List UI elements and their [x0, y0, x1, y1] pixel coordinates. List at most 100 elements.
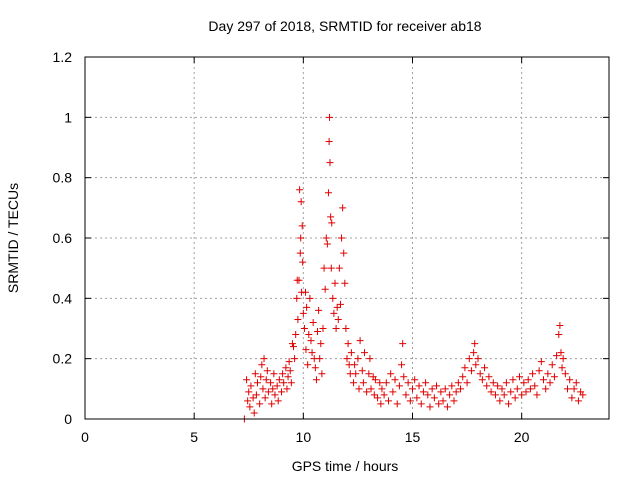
data-point [356, 337, 364, 345]
data-point [260, 355, 268, 363]
x-tick-label: 5 [190, 429, 198, 445]
x-axis-label: GPS time / hours [292, 458, 399, 474]
data-point [471, 340, 479, 348]
data-point [564, 385, 572, 393]
y-tick-label: 0.2 [53, 351, 73, 367]
y-tick-label: 0.6 [53, 230, 73, 246]
x-tick-label: 0 [81, 429, 89, 445]
data-point [439, 397, 447, 405]
data-point [320, 264, 328, 272]
data-point [452, 388, 460, 396]
y-axis-label: SRMTID / TECUs [5, 183, 21, 293]
data-point [474, 355, 482, 363]
data-point [253, 379, 261, 387]
data-point [334, 315, 342, 323]
y-tick-label: 0.8 [53, 170, 73, 186]
data-point [454, 379, 462, 387]
data-point [406, 397, 414, 405]
data-point [311, 364, 319, 372]
data-point [335, 264, 343, 272]
data-point [365, 370, 373, 378]
data-point [312, 376, 320, 384]
data-point [417, 400, 425, 408]
data-point [393, 400, 401, 408]
data-point [395, 382, 403, 390]
data-point [363, 388, 371, 396]
data-point [529, 370, 537, 378]
data-point [297, 198, 305, 206]
data-point [307, 337, 315, 345]
data-point [391, 376, 399, 384]
data-point [280, 379, 288, 387]
data-point [533, 391, 541, 399]
data-point [572, 379, 580, 387]
data-point [304, 361, 312, 369]
data-point [274, 397, 282, 405]
data-point [409, 385, 416, 393]
data-point [298, 222, 306, 230]
data-point [336, 300, 344, 308]
data-point [511, 394, 519, 402]
data-point [522, 388, 530, 396]
y-tick-label: 1 [64, 109, 72, 125]
data-point [258, 361, 266, 369]
data-point [367, 385, 375, 393]
data-point [537, 358, 545, 366]
data-point [509, 376, 517, 384]
data-point [288, 340, 296, 348]
data-point [555, 331, 563, 339]
data-point [500, 391, 508, 399]
data-point [380, 391, 388, 399]
data-point [376, 379, 384, 387]
data-point [446, 391, 454, 399]
data-point [441, 385, 449, 393]
data-point [342, 325, 350, 332]
data-point [558, 364, 566, 372]
data-point [261, 394, 269, 402]
data-point [481, 364, 489, 372]
data-point [399, 340, 407, 348]
data-point [494, 382, 502, 390]
data-point [319, 325, 327, 332]
data-point [531, 382, 539, 390]
data-point [282, 364, 290, 372]
data-point [246, 403, 254, 411]
data-point [476, 370, 484, 378]
data-point [318, 370, 326, 378]
data-point [424, 391, 432, 399]
data-point [327, 213, 335, 221]
data-point [540, 376, 547, 384]
data-point [502, 379, 510, 387]
data-point [352, 370, 360, 378]
data-point [302, 288, 310, 296]
data-point [371, 376, 379, 384]
data-point [286, 367, 294, 375]
data-point [324, 189, 332, 197]
data-point [284, 373, 292, 381]
data-point [296, 249, 304, 257]
data-point [419, 388, 427, 396]
data-point [295, 276, 303, 284]
data-point [315, 306, 323, 314]
data-point [415, 382, 423, 390]
data-point [413, 394, 421, 402]
data-point [251, 370, 259, 378]
y-tick-label: 0 [64, 411, 72, 427]
data-point [435, 400, 443, 408]
data-point [250, 409, 258, 417]
data-point [268, 400, 276, 408]
data-point [498, 385, 506, 393]
data-point [463, 379, 471, 387]
data-point [428, 385, 436, 393]
data-point [355, 385, 363, 393]
data-point [283, 385, 291, 393]
data-point [267, 379, 275, 387]
data-point [513, 385, 521, 393]
data-point [285, 358, 293, 366]
y-tick-label: 0.4 [53, 290, 73, 306]
data-point [322, 234, 330, 242]
data-point [450, 397, 458, 405]
data-point [314, 328, 322, 336]
x-tick-label: 20 [514, 429, 530, 445]
